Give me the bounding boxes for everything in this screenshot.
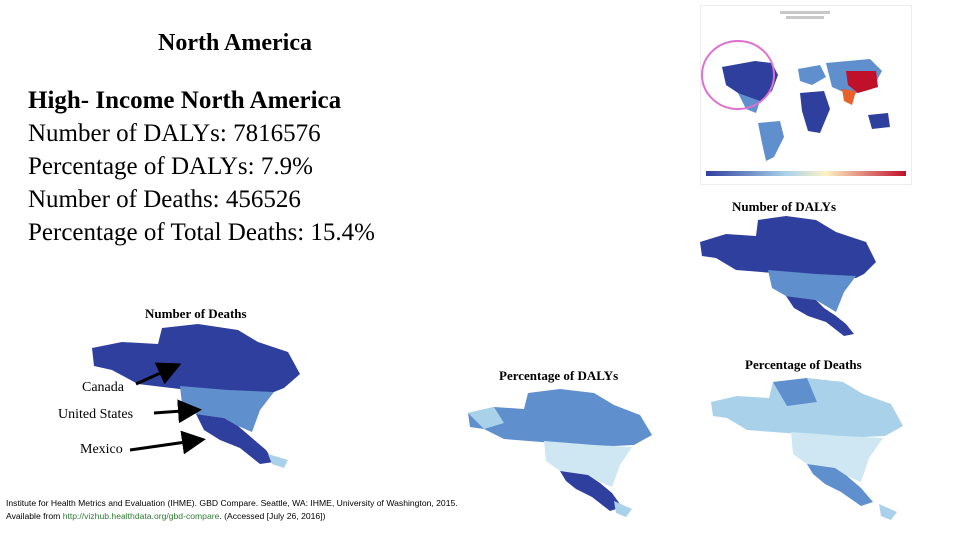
citation-text: Institute for Health Metrics and Evaluat… <box>6 498 458 521</box>
citation-suffix: . (Accessed [July 26, 2016]) <box>219 511 326 521</box>
stat-dalys-number: Number of DALYs: 7816576 <box>28 120 321 147</box>
caption-percentage-of-dalys: Percentage of DALYs <box>499 368 619 383</box>
arrow-united-states <box>153 399 202 424</box>
citation: Institute for Health Metrics and Evaluat… <box>6 497 476 523</box>
legend-bar <box>706 171 906 176</box>
arrow-canada <box>135 362 182 386</box>
stat-deaths-percentage: Percentage of Total Deaths: 15.4% <box>28 219 375 246</box>
stats-block: High- Income North America Number of DAL… <box>28 84 375 249</box>
highlight-circle <box>701 40 775 110</box>
caption-number-of-dalys: Number of DALYs <box>732 199 837 214</box>
caption-percentage-of-deaths: Percentage of Deaths <box>745 357 862 372</box>
stat-deaths-number: Number of Deaths: 456526 <box>28 186 301 213</box>
map-number-of-dalys <box>700 216 876 336</box>
world-map-thumbnail <box>700 5 912 185</box>
slide-title: North America <box>158 30 312 56</box>
label-mexico: Mexico <box>80 442 123 457</box>
map-number-of-deaths <box>92 324 300 468</box>
map-percentage-of-dalys <box>468 389 652 517</box>
stats-heading: High- Income North America <box>28 87 342 114</box>
map-percentage-of-deaths <box>711 378 903 520</box>
caption-number-of-deaths: Number of Deaths <box>145 306 247 321</box>
label-united-states: United States <box>58 407 134 422</box>
arrow-mexico <box>129 430 206 455</box>
label-canada: Canada <box>82 380 124 395</box>
stat-dalys-percentage: Percentage of DALYs: 7.9% <box>28 153 313 180</box>
citation-link[interactable]: http://vizhub.healthdata.org/gbd-compare <box>62 511 220 521</box>
